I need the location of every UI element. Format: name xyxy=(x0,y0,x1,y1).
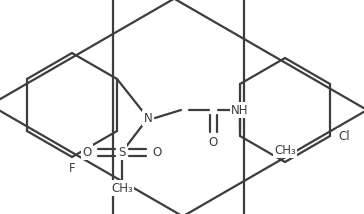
Text: S: S xyxy=(118,146,126,159)
Text: O: O xyxy=(153,146,162,159)
Text: O: O xyxy=(82,146,92,159)
Text: N: N xyxy=(144,111,153,125)
Text: O: O xyxy=(208,137,218,150)
Text: CH₃: CH₃ xyxy=(111,181,133,195)
Text: NH: NH xyxy=(231,104,249,116)
Text: Cl: Cl xyxy=(338,129,350,143)
Text: CH₃: CH₃ xyxy=(274,144,296,156)
Text: F: F xyxy=(69,162,75,175)
